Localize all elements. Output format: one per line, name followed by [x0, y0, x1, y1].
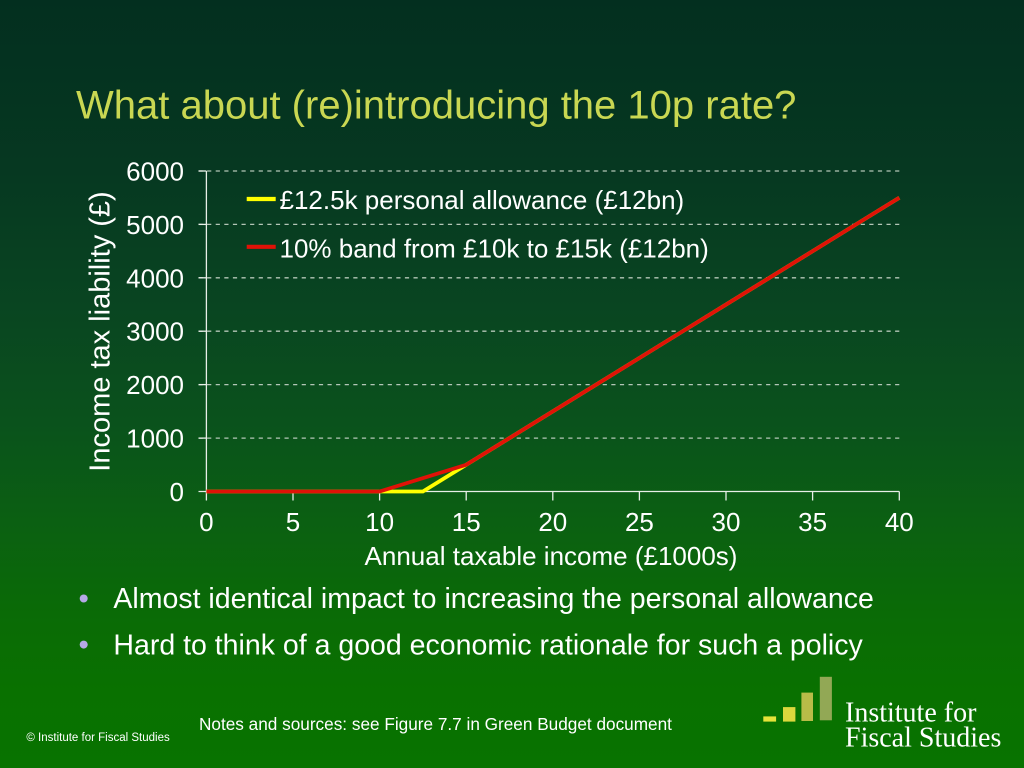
svg-text:3000: 3000	[126, 317, 184, 347]
svg-text:Institute for: Institute for	[845, 698, 977, 729]
svg-text:© Institute for Fiscal Studies: © Institute for Fiscal Studies	[26, 732, 170, 744]
svg-text:40: 40	[885, 507, 914, 537]
svg-text:25: 25	[625, 507, 654, 537]
svg-text:10: 10	[365, 507, 394, 537]
svg-text:0: 0	[199, 507, 213, 537]
svg-text:0: 0	[170, 477, 184, 507]
svg-text:What about (re)introducing the: What about (re)introducing the 10p rate?	[76, 84, 796, 128]
svg-text:Notes and sources: see Figure: Notes and sources: see Figure 7.7 in Gre…	[199, 714, 672, 734]
svg-text:35: 35	[798, 507, 827, 537]
svg-text:20: 20	[538, 507, 567, 537]
svg-text:30: 30	[712, 507, 741, 537]
svg-text:Fiscal Studies: Fiscal Studies	[845, 723, 1001, 754]
svg-text:6000: 6000	[126, 157, 184, 187]
svg-text:Annual taxable income (£1000s): Annual taxable income (£1000s)	[365, 541, 738, 571]
svg-text:1000: 1000	[126, 424, 184, 454]
svg-text:4000: 4000	[126, 263, 184, 293]
svg-text:Almost identical impact to inc: Almost identical impact to increasing th…	[113, 583, 873, 615]
svg-text:£12.5k personal allowance (£12: £12.5k personal allowance (£12bn)	[280, 185, 685, 215]
svg-text:5: 5	[286, 507, 300, 537]
svg-text:2000: 2000	[126, 370, 184, 400]
svg-text:Hard to think of a good econom: Hard to think of a good economic rationa…	[113, 630, 863, 662]
svg-text:10% band from £10k to £15k (£1: 10% band from £10k to £15k (£12bn)	[280, 234, 709, 264]
svg-text:5000: 5000	[126, 210, 184, 240]
svg-text:Income tax liability (£): Income tax liability (£)	[84, 191, 116, 471]
svg-text:15: 15	[452, 507, 481, 537]
